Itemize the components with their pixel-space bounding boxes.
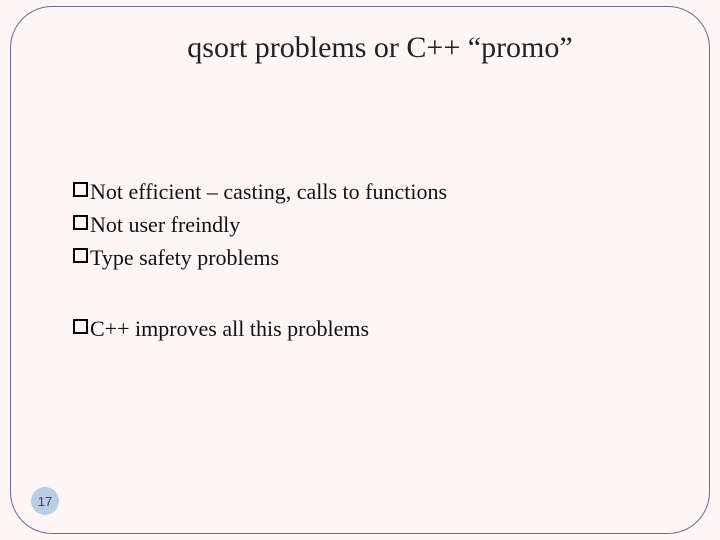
bullet-text: C++ improves all this problems	[90, 312, 369, 345]
bullet-text: Type safety problems	[90, 241, 279, 274]
bullet-item: Not efficient – casting, calls to functi…	[73, 175, 675, 208]
bullet-text: Not user freindly	[90, 208, 240, 241]
slide-body: Not efficient – casting, calls to functi…	[73, 175, 675, 345]
page-number: 17	[38, 494, 52, 509]
bullet-group-1: Not efficient – casting, calls to functi…	[73, 175, 675, 274]
checkbox-icon	[73, 182, 88, 197]
slide-frame: qsort problems or C++ “promo” Not effici…	[10, 6, 710, 534]
checkbox-icon	[73, 215, 88, 230]
bullet-group-2: C++ improves all this problems	[73, 312, 675, 345]
page-number-badge: 17	[31, 487, 59, 515]
slide-title: qsort problems or C++ “promo”	[85, 31, 675, 65]
bullet-text: Not efficient – casting, calls to functi…	[90, 175, 447, 208]
bullet-item: Type safety problems	[73, 241, 675, 274]
bullet-item: C++ improves all this problems	[73, 312, 675, 345]
checkbox-icon	[73, 248, 88, 263]
checkbox-icon	[73, 319, 88, 334]
bullet-item: Not user freindly	[73, 208, 675, 241]
